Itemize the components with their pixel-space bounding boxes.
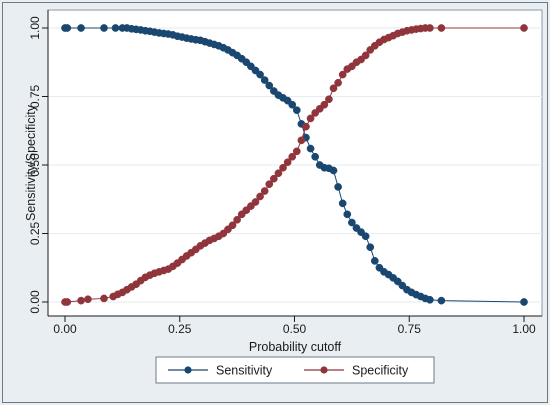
- sensitivity-point: [437, 296, 446, 305]
- legend-label-specificity: Specificity: [352, 364, 409, 378]
- x-tick-label: 0.00: [53, 322, 77, 336]
- specificity-point: [265, 180, 274, 189]
- specificity-point: [320, 100, 329, 109]
- specificity-point: [426, 24, 434, 32]
- y-tick-label: 1.00: [28, 16, 42, 40]
- x-axis-title: Probability cutoff: [249, 340, 342, 354]
- sensitivity-point: [111, 24, 120, 32]
- legend: Sensitivity Specificity: [155, 356, 435, 384]
- sensitivity-point: [348, 218, 356, 227]
- plot-area: [47, 9, 543, 317]
- specificity-point: [292, 147, 301, 156]
- sensitivity-point: [311, 152, 320, 161]
- y-tick-label: 0.00: [28, 290, 42, 314]
- sensitivity-point: [292, 106, 301, 115]
- sensitivity-point: [77, 24, 85, 32]
- specificity-point: [302, 122, 310, 131]
- sensitivity-point: [426, 295, 434, 304]
- specificity-series: [61, 24, 528, 306]
- legend-marker-sensitivity: [184, 366, 192, 374]
- specificity-point: [306, 114, 315, 123]
- specificity-point: [256, 192, 264, 201]
- legend-label-sensitivity: Sensitivity: [216, 364, 273, 378]
- specificity-point: [361, 51, 370, 60]
- sensitivity-point: [288, 100, 297, 109]
- legend-item-specificity: Specificity: [304, 364, 409, 378]
- series-layer: [61, 24, 528, 306]
- sensitivity-point: [334, 183, 342, 191]
- sensitivity-point: [361, 232, 370, 241]
- specificity-point: [100, 294, 108, 303]
- sensitivity-point: [306, 144, 315, 153]
- specificity-point: [77, 296, 85, 305]
- specificity-point: [325, 95, 333, 104]
- y-axis-title: Sensitivity/Specificity: [24, 104, 38, 221]
- sensitivity-point: [370, 257, 379, 265]
- sensitivity-point: [63, 24, 72, 32]
- specificity-point: [251, 198, 260, 206]
- specificity-point: [228, 221, 237, 230]
- specificity-point: [437, 24, 446, 32]
- sensitivity-point: [100, 24, 108, 32]
- specificity-point: [334, 78, 342, 87]
- sensitivity-point: [520, 298, 528, 306]
- specificity-point: [329, 84, 338, 93]
- specificity-point: [520, 24, 528, 32]
- sensitivity-point: [256, 70, 264, 79]
- x-tick-label: 0.75: [398, 322, 422, 336]
- specificity-point: [269, 174, 278, 183]
- specificity-point: [260, 187, 269, 195]
- legend-marker-specificity: [320, 366, 328, 374]
- sensitivity-point: [338, 199, 347, 208]
- sensitivity-point: [329, 166, 338, 175]
- x-tick-label: 0.50: [283, 322, 307, 336]
- specificity-point: [288, 152, 297, 161]
- specificity-point: [338, 70, 347, 79]
- x-tick-label: 1.00: [512, 322, 536, 336]
- sensitivity-series: [61, 24, 528, 306]
- legend-item-sensitivity: Sensitivity: [168, 364, 273, 378]
- specificity-point: [279, 163, 287, 172]
- y-tick-label: 0.50: [28, 153, 42, 177]
- specificity-point: [63, 298, 72, 306]
- specificity-point: [274, 169, 283, 178]
- x-tick-label: 0.25: [168, 322, 192, 336]
- specificity-point: [283, 158, 292, 167]
- sensitivity-point: [343, 210, 352, 219]
- specificity-point: [233, 215, 241, 224]
- sensitivity-point: [366, 243, 375, 252]
- sensitivity-point: [260, 76, 269, 84]
- specificity-point: [297, 136, 306, 145]
- y-tick-label: 0.75: [28, 84, 42, 108]
- sensitivity-point: [265, 81, 274, 90]
- specificity-point: [84, 295, 92, 304]
- y-tick-label: 0.25: [28, 221, 42, 245]
- axes: 0.00 0.25 0.50 0.75 1.00 0.00 0.25 0.50 0.75 1.00: [28, 10, 542, 336]
